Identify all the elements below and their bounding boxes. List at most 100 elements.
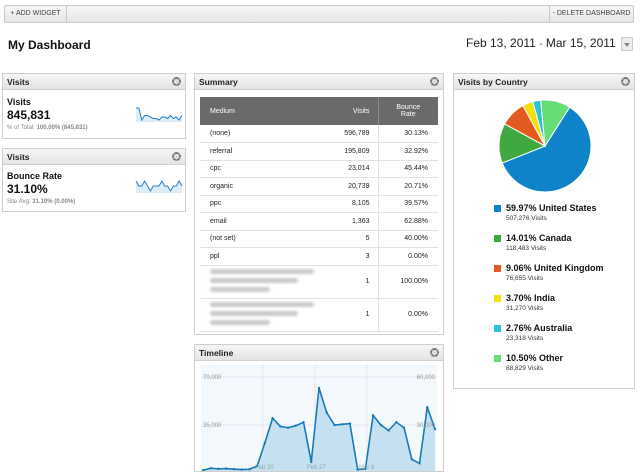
legend-visits: 507,276 Visits [506, 215, 547, 222]
cell-bounce-rate: 30.13% [377, 125, 438, 143]
timeline-point[interactable] [333, 423, 336, 427]
legend-label: 59.97% United States [506, 203, 597, 213]
timeline-point[interactable] [201, 469, 205, 471]
timeline-point[interactable] [302, 421, 305, 424]
widget-title: Summary [199, 77, 238, 87]
timeline-point[interactable] [286, 426, 290, 429]
pie-slice[interactable] [540, 99, 571, 148]
y-axis-right-top: 60,000 [417, 375, 436, 381]
timeline-point[interactable] [364, 467, 367, 471]
cell-visits: 195,809 [318, 142, 378, 161]
timeline-point[interactable] [209, 467, 212, 470]
timeline-point[interactable] [271, 416, 274, 420]
delete-dashboard-button[interactable]: - DELETE DASHBOARD [549, 6, 633, 22]
cell-visits: 1 [318, 265, 378, 299]
gear-icon[interactable] [430, 348, 439, 357]
cell-visits: 1,363 [318, 212, 378, 231]
timeline-widget: Timeline 70,000 35,000 60,000 30,000 Feb… [194, 344, 444, 472]
metric-subtext: % of Total: 100.00% (845,831) [7, 125, 88, 131]
timeline-point[interactable] [426, 405, 429, 409]
x-axis-label: Mar 6 [359, 465, 375, 471]
cell-visits: 8,105 [318, 195, 378, 213]
timeline-point[interactable] [433, 427, 437, 431]
widget-header: Summary [195, 74, 443, 90]
x-axis-label: Feb 20 [255, 465, 274, 471]
timeline-point[interactable] [341, 423, 344, 426]
timeline-point[interactable] [263, 441, 267, 445]
timeline-point[interactable] [379, 423, 383, 427]
widget-title: Visits [7, 77, 30, 87]
legend-swatch [494, 205, 501, 212]
visits-by-country-widget: Visits by Country 59.97% United States 50… [453, 73, 635, 389]
metric-name: Visits [7, 97, 31, 107]
pie-slice[interactable] [501, 106, 592, 193]
timeline-point[interactable] [356, 468, 359, 471]
date-start: Feb 13, 2011 [466, 36, 536, 50]
metric-name: Bounce Rate [7, 171, 63, 181]
metric-value: 31.10% [7, 182, 48, 196]
date-range-picker[interactable]: Feb 13, 2011 - Mar 15, 2011 [466, 36, 634, 51]
bounce-rate-sparkline [135, 179, 183, 193]
cell-bounce-rate: 62.88% [377, 212, 438, 231]
visits-sparkline [136, 107, 183, 122]
table-row: ppl 3 0.00% [200, 247, 438, 266]
timeline-point[interactable] [310, 460, 313, 464]
y-axis-left-mid: 35,000 [203, 423, 222, 429]
gear-icon[interactable] [621, 77, 630, 86]
timeline-point[interactable] [279, 425, 282, 428]
column-header-visits[interactable]: Visits [318, 97, 378, 125]
timeline-point[interactable] [395, 421, 398, 424]
timeline-point[interactable] [248, 468, 251, 471]
cell-bounce-rate: 32.92% [377, 142, 438, 161]
timeline-point[interactable] [402, 426, 406, 429]
cell-medium[interactable]: cpc [200, 160, 318, 178]
timeline-point[interactable] [387, 429, 390, 432]
timeline-area [203, 387, 435, 471]
cell-visits: 5 [318, 230, 378, 248]
timeline-point[interactable] [255, 464, 259, 468]
widget-title: Visits by Country [458, 77, 528, 87]
legend-swatch [494, 325, 501, 332]
timeline-point[interactable] [217, 467, 220, 471]
legend-visits: 88,829 Visits [506, 365, 544, 372]
cell-medium[interactable]: (none) [200, 125, 318, 143]
cell-bounce-rate: 100.00% [377, 265, 438, 299]
cell-bounce-rate: 40.00% [377, 230, 438, 248]
cell-medium[interactable]: organic [200, 177, 318, 196]
cell-medium[interactable]: ppl [200, 247, 318, 266]
column-header-medium[interactable]: Medium [200, 97, 318, 125]
column-header-bounce-rate[interactable]: Bounce Rate [377, 97, 438, 125]
timeline-point[interactable] [317, 386, 321, 390]
timeline-point[interactable] [410, 458, 413, 461]
legend-visits: 118,483 Visits [506, 245, 547, 252]
timeline-point[interactable] [371, 414, 375, 417]
gear-icon[interactable] [430, 77, 439, 86]
table-row: organic 20,739 20.71% [200, 177, 438, 196]
country-pie-chart [498, 99, 592, 193]
chevron-down-icon[interactable] [621, 36, 634, 51]
cell-medium[interactable]: email [200, 212, 318, 231]
table-row-redacted: 1 0.00% [200, 298, 438, 332]
timeline-point[interactable] [240, 468, 243, 471]
cell-medium[interactable]: referral [200, 142, 318, 161]
bounce-rate-widget: Visits Bounce Rate 31.10% Site Avg: 31.1… [2, 148, 186, 212]
cell-medium[interactable]: (not set) [200, 230, 318, 248]
cell-medium[interactable]: ppc [200, 195, 318, 213]
timeline-point[interactable] [325, 411, 328, 414]
timeline-point[interactable] [232, 467, 236, 471]
widget-header: Visits [3, 74, 185, 90]
timeline-point[interactable] [348, 422, 352, 425]
y-axis-left-top: 70,000 [203, 375, 222, 381]
table-row-redacted: 1 100.00% [200, 265, 438, 299]
timeline-point[interactable] [294, 424, 297, 427]
add-widget-button[interactable]: + ADD WIDGET [5, 6, 67, 22]
gear-icon[interactable] [172, 152, 181, 161]
widget-title: Timeline [199, 348, 234, 358]
timeline-point[interactable] [225, 467, 228, 470]
metric-subtext: Site Avg: 31.10% (0.00%) [7, 199, 76, 205]
timeline-point[interactable] [418, 462, 421, 465]
gear-icon[interactable] [172, 77, 181, 86]
widget-header: Timeline [195, 345, 443, 361]
legend-visits: 23,318 Visits [506, 335, 544, 342]
widget-title: Visits [7, 152, 30, 162]
